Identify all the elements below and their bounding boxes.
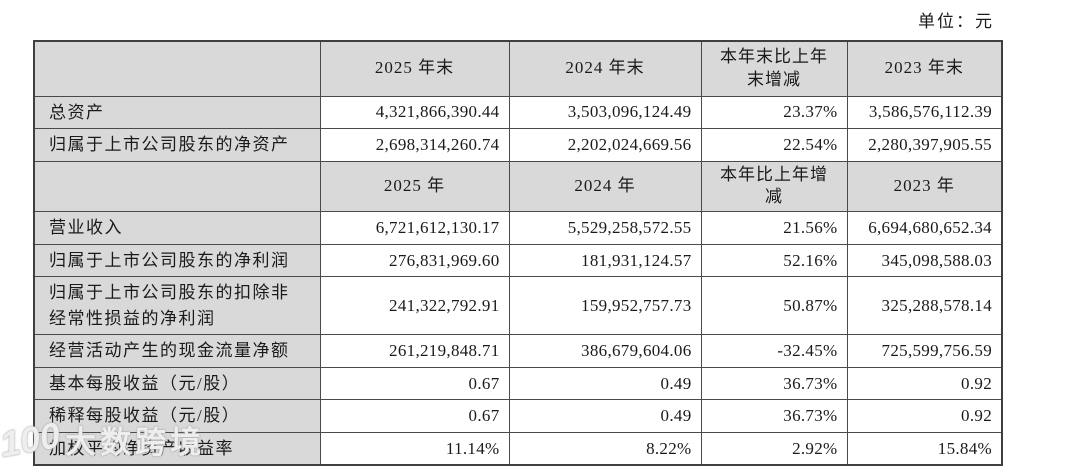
- cell-value: 8.22%: [508, 431, 702, 466]
- cell-value: 50.87%: [700, 276, 848, 336]
- cell-value: 52.16%: [700, 243, 848, 278]
- cell-value: 3,586,576,112.39: [846, 95, 1003, 129]
- cell-value: 159,952,757.73: [508, 276, 702, 336]
- cell-value: -32.45%: [700, 334, 848, 368]
- cell-value: 0.67: [319, 399, 510, 433]
- cell-value: 2,698,314,260.74: [319, 128, 510, 162]
- cell-value: 261,219,848.71: [319, 334, 510, 368]
- unit-label: 单位：元: [918, 12, 994, 31]
- cell-value: 6,721,612,130.17: [319, 211, 510, 245]
- cell-value: 11.14%: [319, 431, 510, 466]
- header-cell-yoy-change-yearend: 本年末比上年末增减: [700, 40, 848, 97]
- header-cell-2024-yearend: 2024 年末: [508, 40, 702, 97]
- header-cell-2023-yearend: 2023 年末: [846, 40, 1003, 97]
- cell-value: 0.92: [846, 399, 1003, 433]
- cell-value: 22.54%: [700, 128, 848, 162]
- table-row-net-assets: 归属于上市公司股东的净资产 2,698,314,260.74 2,202,024…: [33, 128, 1003, 162]
- cell-value: 386,679,604.06: [508, 334, 702, 368]
- cell-value: 15.84%: [846, 431, 1003, 466]
- cell-value: 0.92: [846, 366, 1003, 401]
- header-cell-blank: [33, 160, 321, 213]
- cell-value: 36.73%: [700, 399, 848, 433]
- row-label: 经营活动产生的现金流量净额: [33, 334, 321, 368]
- cell-value: 0.49: [508, 366, 702, 401]
- cell-value: 2,202,024,669.56: [508, 128, 702, 162]
- table-row-operating-cash-flow: 经营活动产生的现金流量净额 261,219,848.71 386,679,604…: [33, 334, 1003, 368]
- cell-value: 21.56%: [700, 211, 848, 245]
- cell-value: 0.49: [508, 399, 702, 433]
- header-cell-blank: [33, 40, 321, 97]
- table-row-diluted-eps: 稀释每股收益（元/股） 0.67 0.49 36.73% 0.92: [33, 399, 1003, 433]
- cell-value: 36.73%: [700, 366, 848, 401]
- cell-value: 4,321,866,390.44: [319, 95, 510, 129]
- row-label: 加权平均净资产收益率: [33, 431, 321, 466]
- cell-value: 2.92%: [700, 431, 848, 466]
- row-label: 稀释每股收益（元/股）: [33, 399, 321, 433]
- cell-value: 325,288,578.14: [846, 276, 1003, 336]
- cell-value: 3,503,096,124.49: [508, 95, 702, 129]
- financial-summary-table: 2025 年末 2024 年末 本年末比上年末增减 2023 年末 总资产 4,…: [33, 40, 1003, 466]
- cell-value: 0.67: [319, 366, 510, 401]
- table-header-row-yearend: 2025 年末 2024 年末 本年末比上年末增减 2023 年末: [33, 40, 1003, 97]
- row-label: 基本每股收益（元/股）: [33, 366, 321, 401]
- row-label: 归属于上市公司股东的净利润: [33, 243, 321, 278]
- table-row-revenue: 营业收入 6,721,612,130.17 5,529,258,572.55 2…: [33, 211, 1003, 245]
- header-cell-2024: 2024 年: [508, 160, 702, 213]
- table-header-row-annual: 2025 年 2024 年 本年比上年增减 2023 年: [33, 160, 1003, 213]
- cell-value: 181,931,124.57: [508, 243, 702, 278]
- row-label: 归属于上市公司股东的扣除非经常性损益的净利润: [33, 276, 321, 336]
- cell-value: 6,694,680,652.34: [846, 211, 1003, 245]
- cell-value: 2,280,397,905.55: [846, 128, 1003, 162]
- table-row-total-assets: 总资产 4,321,866,390.44 3,503,096,124.49 23…: [33, 95, 1003, 129]
- cell-value: 345,098,588.03: [846, 243, 1003, 278]
- header-cell-yoy-change: 本年比上年增减: [700, 160, 848, 213]
- table-row-net-profit: 归属于上市公司股东的净利润 276,831,969.60 181,931,124…: [33, 243, 1003, 278]
- table-row-basic-eps: 基本每股收益（元/股） 0.67 0.49 36.73% 0.92: [33, 366, 1003, 401]
- cell-value: 241,322,792.91: [319, 276, 510, 336]
- header-cell-2023: 2023 年: [846, 160, 1003, 213]
- header-cell-2025: 2025 年: [319, 160, 510, 213]
- row-label: 营业收入: [33, 211, 321, 245]
- table-row-net-profit-excl-nonrecurring: 归属于上市公司股东的扣除非经常性损益的净利润 241,322,792.91 15…: [33, 276, 1003, 336]
- cell-value: 5,529,258,572.55: [508, 211, 702, 245]
- cell-value: 23.37%: [700, 95, 848, 129]
- row-label: 归属于上市公司股东的净资产: [33, 128, 321, 162]
- table-row-weighted-avg-roe: 加权平均净资产收益率 11.14% 8.22% 2.92% 15.84%: [33, 431, 1003, 466]
- row-label: 总资产: [33, 95, 321, 129]
- cell-value: 725,599,756.59: [846, 334, 1003, 368]
- cell-value: 276,831,969.60: [319, 243, 510, 278]
- header-cell-2025-yearend: 2025 年末: [319, 40, 510, 97]
